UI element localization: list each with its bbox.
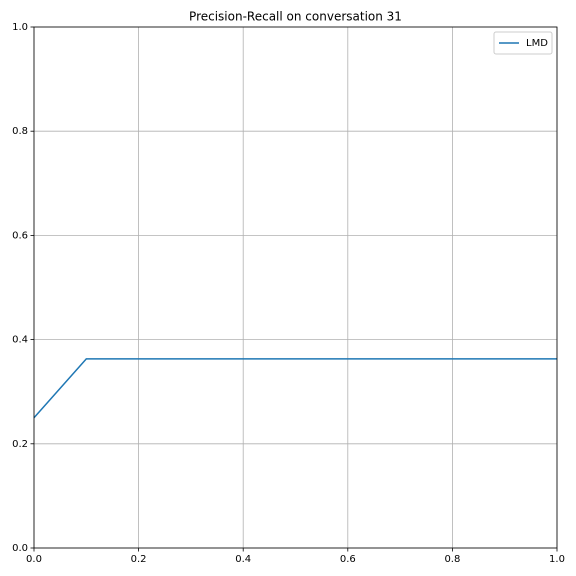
line — [33, 358, 557, 419]
y-tick-label: 0.6 — [12, 230, 28, 241]
y-tick-label: 0.8 — [12, 126, 28, 137]
x-tick-label: 0.2 — [131, 554, 147, 565]
y-tick-label: 0.2 — [12, 439, 28, 450]
y-tick-label: 1.0 — [12, 22, 28, 33]
x-tick-label: 0.4 — [235, 554, 251, 565]
x-tick-label: 0.8 — [444, 554, 460, 565]
legend-box — [493, 31, 553, 55]
axes-frame — [33, 26, 558, 549]
legend-label: LMD — [526, 38, 548, 49]
x-tick-label: 1.0 — [549, 554, 565, 565]
x-tick-label: 0.0 — [26, 554, 42, 565]
chart-title: Precision-Recall on conversation 31 — [189, 10, 402, 24]
x-tick-label: 0.6 — [340, 554, 356, 565]
y-tick-label: 0.4 — [12, 335, 28, 346]
y-tick-label: 0.0 — [12, 543, 28, 554]
